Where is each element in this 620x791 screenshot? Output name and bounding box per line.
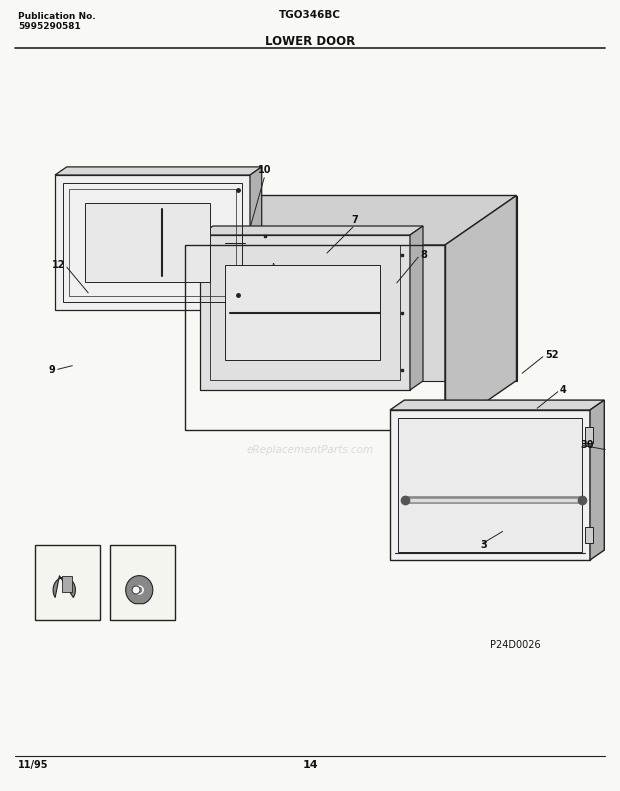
Polygon shape [55, 175, 250, 310]
Polygon shape [398, 418, 582, 552]
Polygon shape [225, 265, 380, 360]
Text: 9: 9 [48, 365, 55, 375]
Text: A: A [271, 263, 276, 272]
Text: 49A: 49A [58, 550, 78, 559]
Text: 10: 10 [259, 165, 272, 175]
Text: 5995290581: 5995290581 [18, 22, 81, 31]
Polygon shape [53, 576, 76, 597]
Polygon shape [200, 226, 423, 235]
Text: eReplacementParts.com: eReplacementParts.com [246, 445, 374, 455]
Polygon shape [445, 195, 516, 430]
Polygon shape [590, 400, 604, 560]
Text: 52: 52 [545, 350, 559, 360]
Text: 8: 8 [420, 250, 427, 260]
Text: 4: 4 [560, 385, 567, 395]
Polygon shape [85, 203, 210, 282]
Text: Publication No.: Publication No. [18, 12, 95, 21]
Text: 7: 7 [352, 215, 358, 225]
Polygon shape [126, 576, 153, 604]
Polygon shape [200, 235, 410, 390]
Text: 12: 12 [51, 260, 65, 270]
Polygon shape [132, 586, 140, 594]
Text: 49: 49 [136, 550, 149, 559]
Text: 14: 14 [302, 760, 318, 770]
Polygon shape [390, 400, 604, 410]
Polygon shape [250, 167, 262, 310]
Polygon shape [55, 167, 262, 175]
Text: LOWER DOOR: LOWER DOOR [265, 35, 355, 48]
Text: 3: 3 [480, 540, 487, 550]
Text: TGO346BC: TGO346BC [279, 10, 341, 20]
Polygon shape [110, 545, 175, 620]
Text: P24D0026: P24D0026 [490, 640, 541, 650]
Polygon shape [35, 545, 100, 620]
Polygon shape [585, 527, 593, 543]
Polygon shape [185, 195, 516, 245]
Polygon shape [410, 226, 423, 390]
Polygon shape [390, 410, 590, 560]
Polygon shape [585, 427, 593, 443]
Polygon shape [257, 195, 516, 380]
Polygon shape [62, 577, 73, 592]
Text: 30: 30 [580, 440, 593, 450]
Text: 11/95: 11/95 [18, 760, 48, 770]
